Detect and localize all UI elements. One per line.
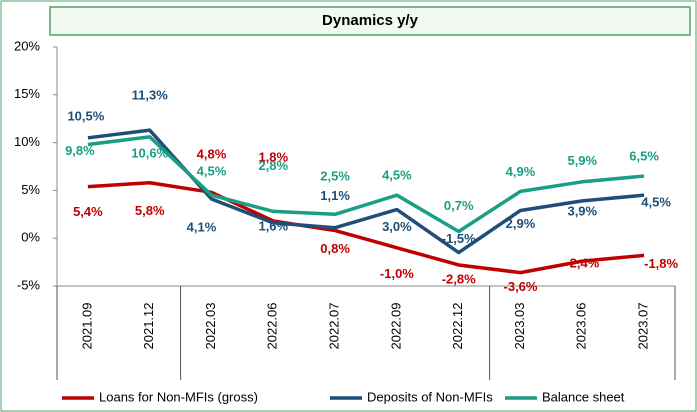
data-label: -2,4%	[565, 256, 599, 271]
data-label: 5,9%	[567, 153, 597, 168]
data-label: 3,0%	[382, 219, 412, 234]
data-label: 3,9%	[567, 203, 597, 218]
data-label: 1,8%	[258, 149, 288, 164]
data-label: 2,8%	[258, 158, 288, 173]
x-tick-label: 2022.06	[265, 303, 280, 350]
legend-label: Deposits of Non-MFIs	[367, 389, 493, 404]
data-label: 4,5%	[382, 168, 412, 183]
data-label: 4,8%	[197, 147, 227, 162]
y-tick-label: 5%	[21, 182, 40, 197]
y-tick-label: 10%	[14, 134, 40, 149]
data-label: -3,6%	[504, 279, 538, 294]
y-tick-label: -5%	[17, 277, 41, 292]
y-tick-label: 0%	[21, 230, 40, 245]
data-label: 11,3%	[132, 88, 169, 103]
data-label: 0,7%	[444, 198, 474, 213]
x-tick-label: 2023.07	[636, 303, 651, 350]
x-tick-label: 2022.03	[203, 303, 218, 350]
x-tick-label: 2023.03	[512, 303, 527, 350]
x-tick-label: 2023.06	[574, 303, 589, 350]
data-label: -1,0%	[380, 266, 414, 281]
x-tick-label: 2021.09	[79, 303, 94, 350]
title-box	[49, 6, 691, 36]
legend-label: Balance sheet	[542, 389, 625, 404]
data-label: 1,6%	[258, 218, 288, 233]
data-label: 2,5%	[320, 169, 350, 184]
data-label: 4,5%	[641, 195, 671, 210]
x-tick-label: 2022.07	[327, 303, 342, 350]
series-line	[87, 181, 645, 275]
data-label: -1,5%	[442, 231, 476, 246]
x-tick-label: 2021.12	[141, 303, 156, 350]
data-label: 5,8%	[135, 203, 165, 218]
data-label: 1,1%	[320, 188, 350, 203]
data-label: -1,8%	[644, 256, 678, 271]
data-label: 9,8%	[65, 143, 95, 158]
data-label: 4,9%	[506, 164, 536, 179]
y-tick-label: 20%	[14, 38, 40, 53]
data-label: 2,9%	[506, 216, 536, 231]
data-label: 10,6%	[131, 145, 168, 160]
data-label: 5,4%	[73, 204, 103, 219]
data-label: 10,5%	[67, 108, 104, 123]
data-label: 0,8%	[320, 241, 350, 256]
x-tick-label: 2022.12	[450, 303, 465, 350]
chart-title: Dynamics y/y	[322, 12, 419, 29]
data-label: 4,1%	[187, 219, 217, 234]
x-tick-label: 2022.09	[388, 303, 403, 350]
data-label: 4,5%	[197, 164, 227, 179]
data-label: 6,5%	[629, 148, 659, 163]
series-line	[87, 135, 645, 234]
data-label: -2,8%	[442, 271, 476, 286]
legend-label: Loans for Non-MFIs (gross)	[99, 389, 258, 404]
y-tick-label: 15%	[14, 86, 40, 101]
